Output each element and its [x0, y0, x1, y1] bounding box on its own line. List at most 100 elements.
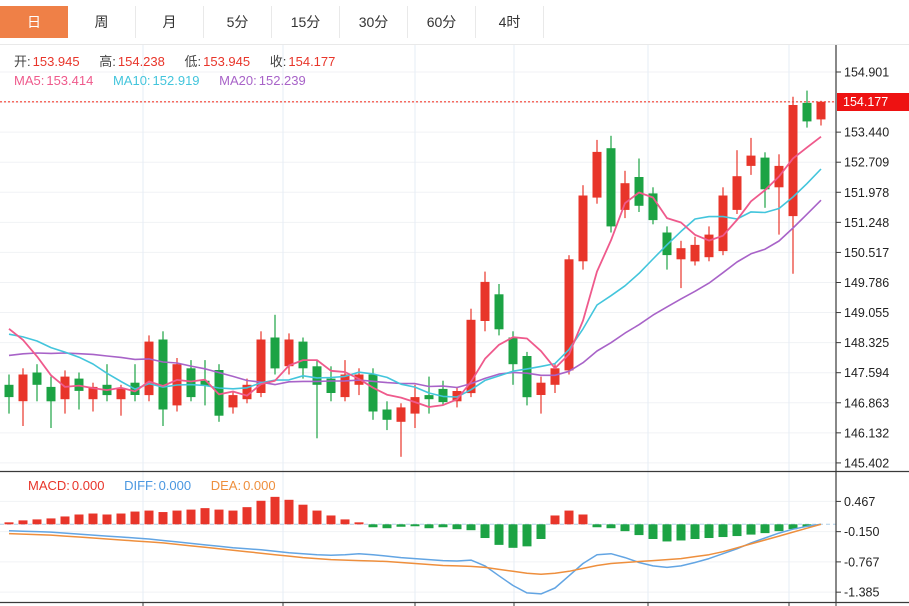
candle-body: [88, 386, 98, 400]
candle-body: [550, 368, 560, 385]
candle-body: [144, 341, 154, 396]
tab-week[interactable]: 周: [68, 6, 136, 38]
candle-body: [788, 105, 798, 217]
candle-body: [158, 339, 168, 410]
candle-body: [480, 281, 490, 321]
price-axis-label: 153.440: [844, 126, 889, 140]
candle-body: [270, 337, 280, 369]
candle-body: [564, 259, 574, 371]
macd-bar: [172, 510, 182, 525]
macd-axis-label: 0.467: [844, 495, 875, 509]
candle-body: [494, 294, 504, 330]
candle-body: [606, 148, 616, 227]
macd-bar: [452, 524, 462, 530]
price-axis-label: 145.402: [844, 456, 889, 470]
tab-4hour[interactable]: 4时: [476, 6, 544, 38]
macd-bar: [578, 514, 588, 525]
macd-bar: [312, 510, 322, 525]
candle-body: [382, 409, 392, 420]
candle-body: [326, 378, 336, 393]
candle-body: [802, 102, 812, 122]
macd-bar: [256, 500, 266, 525]
ma20-value: 152.239: [258, 73, 306, 88]
macd-bar: [564, 510, 574, 525]
ma-legend: MA5: 153.414 MA10: 152.919 MA20: 152.239: [14, 73, 308, 88]
candle-body: [186, 368, 196, 398]
macd-bar: [382, 524, 392, 529]
candle-body: [424, 395, 434, 400]
candle-body: [116, 388, 126, 400]
macd-bar: [508, 524, 518, 548]
macd-bar: [550, 515, 560, 525]
macd-bar: [732, 524, 742, 537]
macd-bar: [676, 524, 686, 541]
candle-body: [704, 234, 714, 258]
candle-body: [634, 177, 644, 206]
dea-label: DEA:: [210, 478, 242, 493]
macd-value: 0.000: [71, 478, 105, 493]
candle-body: [298, 341, 308, 369]
macd-bar: [200, 508, 210, 525]
low-value: 153.945: [203, 54, 251, 69]
macd-bar: [480, 524, 490, 539]
candle-body: [522, 356, 532, 398]
macd-bar: [326, 515, 336, 525]
close-value: 154.177: [288, 54, 336, 69]
price-axis-label: 148.325: [844, 336, 889, 350]
candle-body: [368, 374, 378, 412]
macd-bar: [774, 524, 784, 532]
price-axis-label: 146.132: [844, 426, 889, 440]
macd-bar: [116, 513, 126, 525]
macd-axis-label: -0.150: [844, 525, 879, 539]
macd-bar: [424, 524, 434, 529]
tab-day[interactable]: 日: [0, 6, 68, 38]
macd-bar: [522, 524, 532, 547]
candle-body: [410, 397, 420, 414]
macd-bar: [648, 524, 658, 539]
ohlc-legend: 开: 153.945 高: 154.238 低: 153.945 收: 154.177: [14, 51, 337, 70]
macd-bar: [270, 496, 280, 525]
macd-bar: [284, 499, 294, 525]
macd-bar: [32, 519, 42, 525]
price-axis-label: 147.594: [844, 366, 889, 380]
candle-body: [46, 386, 56, 402]
macd-legend: MACD: 0.000 DIFF: 0.000 DEA: 0.000: [28, 478, 278, 493]
macd-bar: [690, 524, 700, 539]
macd-bar: [340, 519, 350, 525]
candle-body: [228, 395, 238, 408]
macd-bar: [746, 524, 756, 535]
macd-bar: [158, 512, 168, 525]
tab-month[interactable]: 月: [136, 6, 204, 38]
candle-body: [214, 370, 224, 416]
candle-body: [578, 195, 588, 262]
ma5-line: [8, 135, 822, 408]
tab-30min[interactable]: 30分: [340, 6, 408, 38]
price-axis-label: 149.055: [844, 306, 889, 320]
open-label: 开:: [14, 54, 31, 69]
low-label: 低:: [184, 54, 202, 69]
candle-body: [200, 380, 210, 386]
candle-body: [256, 339, 266, 393]
price-axis-label: 149.786: [844, 276, 889, 290]
macd-bar: [396, 524, 406, 527]
tab-60min[interactable]: 60分: [408, 6, 476, 38]
candles-layer: [4, 90, 826, 457]
macd-bar: [144, 510, 154, 525]
macd-bar: [74, 514, 84, 525]
candle-body: [60, 376, 70, 400]
ma20-line: [8, 199, 822, 389]
current-price-tag: 154.177: [837, 93, 909, 111]
macd-bar: [186, 509, 196, 525]
macd-bar: [704, 524, 714, 539]
macd-bar: [228, 510, 238, 525]
diff-line: [8, 523, 822, 595]
candle-body: [648, 193, 658, 221]
tab-5min[interactable]: 5分: [204, 6, 272, 38]
tab-15min[interactable]: 15分: [272, 6, 340, 38]
open-value: 153.945: [32, 54, 80, 69]
ma5-value: 153.414: [46, 73, 94, 88]
price-axis-label: 151.248: [844, 216, 889, 230]
diff-value: 0.000: [158, 478, 192, 493]
